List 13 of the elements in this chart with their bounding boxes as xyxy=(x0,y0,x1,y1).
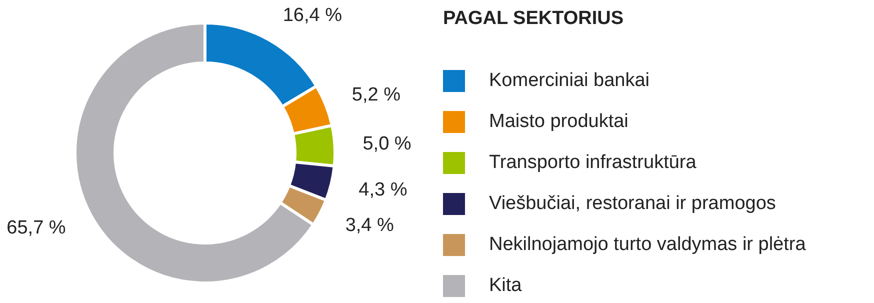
data-label: 4,3 % xyxy=(358,179,408,200)
legend-label: Viešbučiai, restoranai ir pramogos xyxy=(489,192,776,214)
data-label: 5,2 % xyxy=(352,84,401,106)
legend-label: Komerciniai bankai xyxy=(489,70,650,92)
legend-label: Kita xyxy=(489,274,522,296)
legend-label: Transporto infrastruktūra xyxy=(489,152,696,174)
legend-title: PAGAL SEKTORIUS xyxy=(443,8,625,30)
data-label: 3,4 % xyxy=(345,215,394,236)
data-label: 5,0 % xyxy=(362,134,412,155)
data-label: 65,7 % xyxy=(6,217,66,238)
legend-label: Nekilnojamojo turto valdymas ir plėtra xyxy=(489,234,806,256)
data-label: 16,4 % xyxy=(282,5,342,26)
legend-label: Maisto produktai xyxy=(489,110,628,132)
